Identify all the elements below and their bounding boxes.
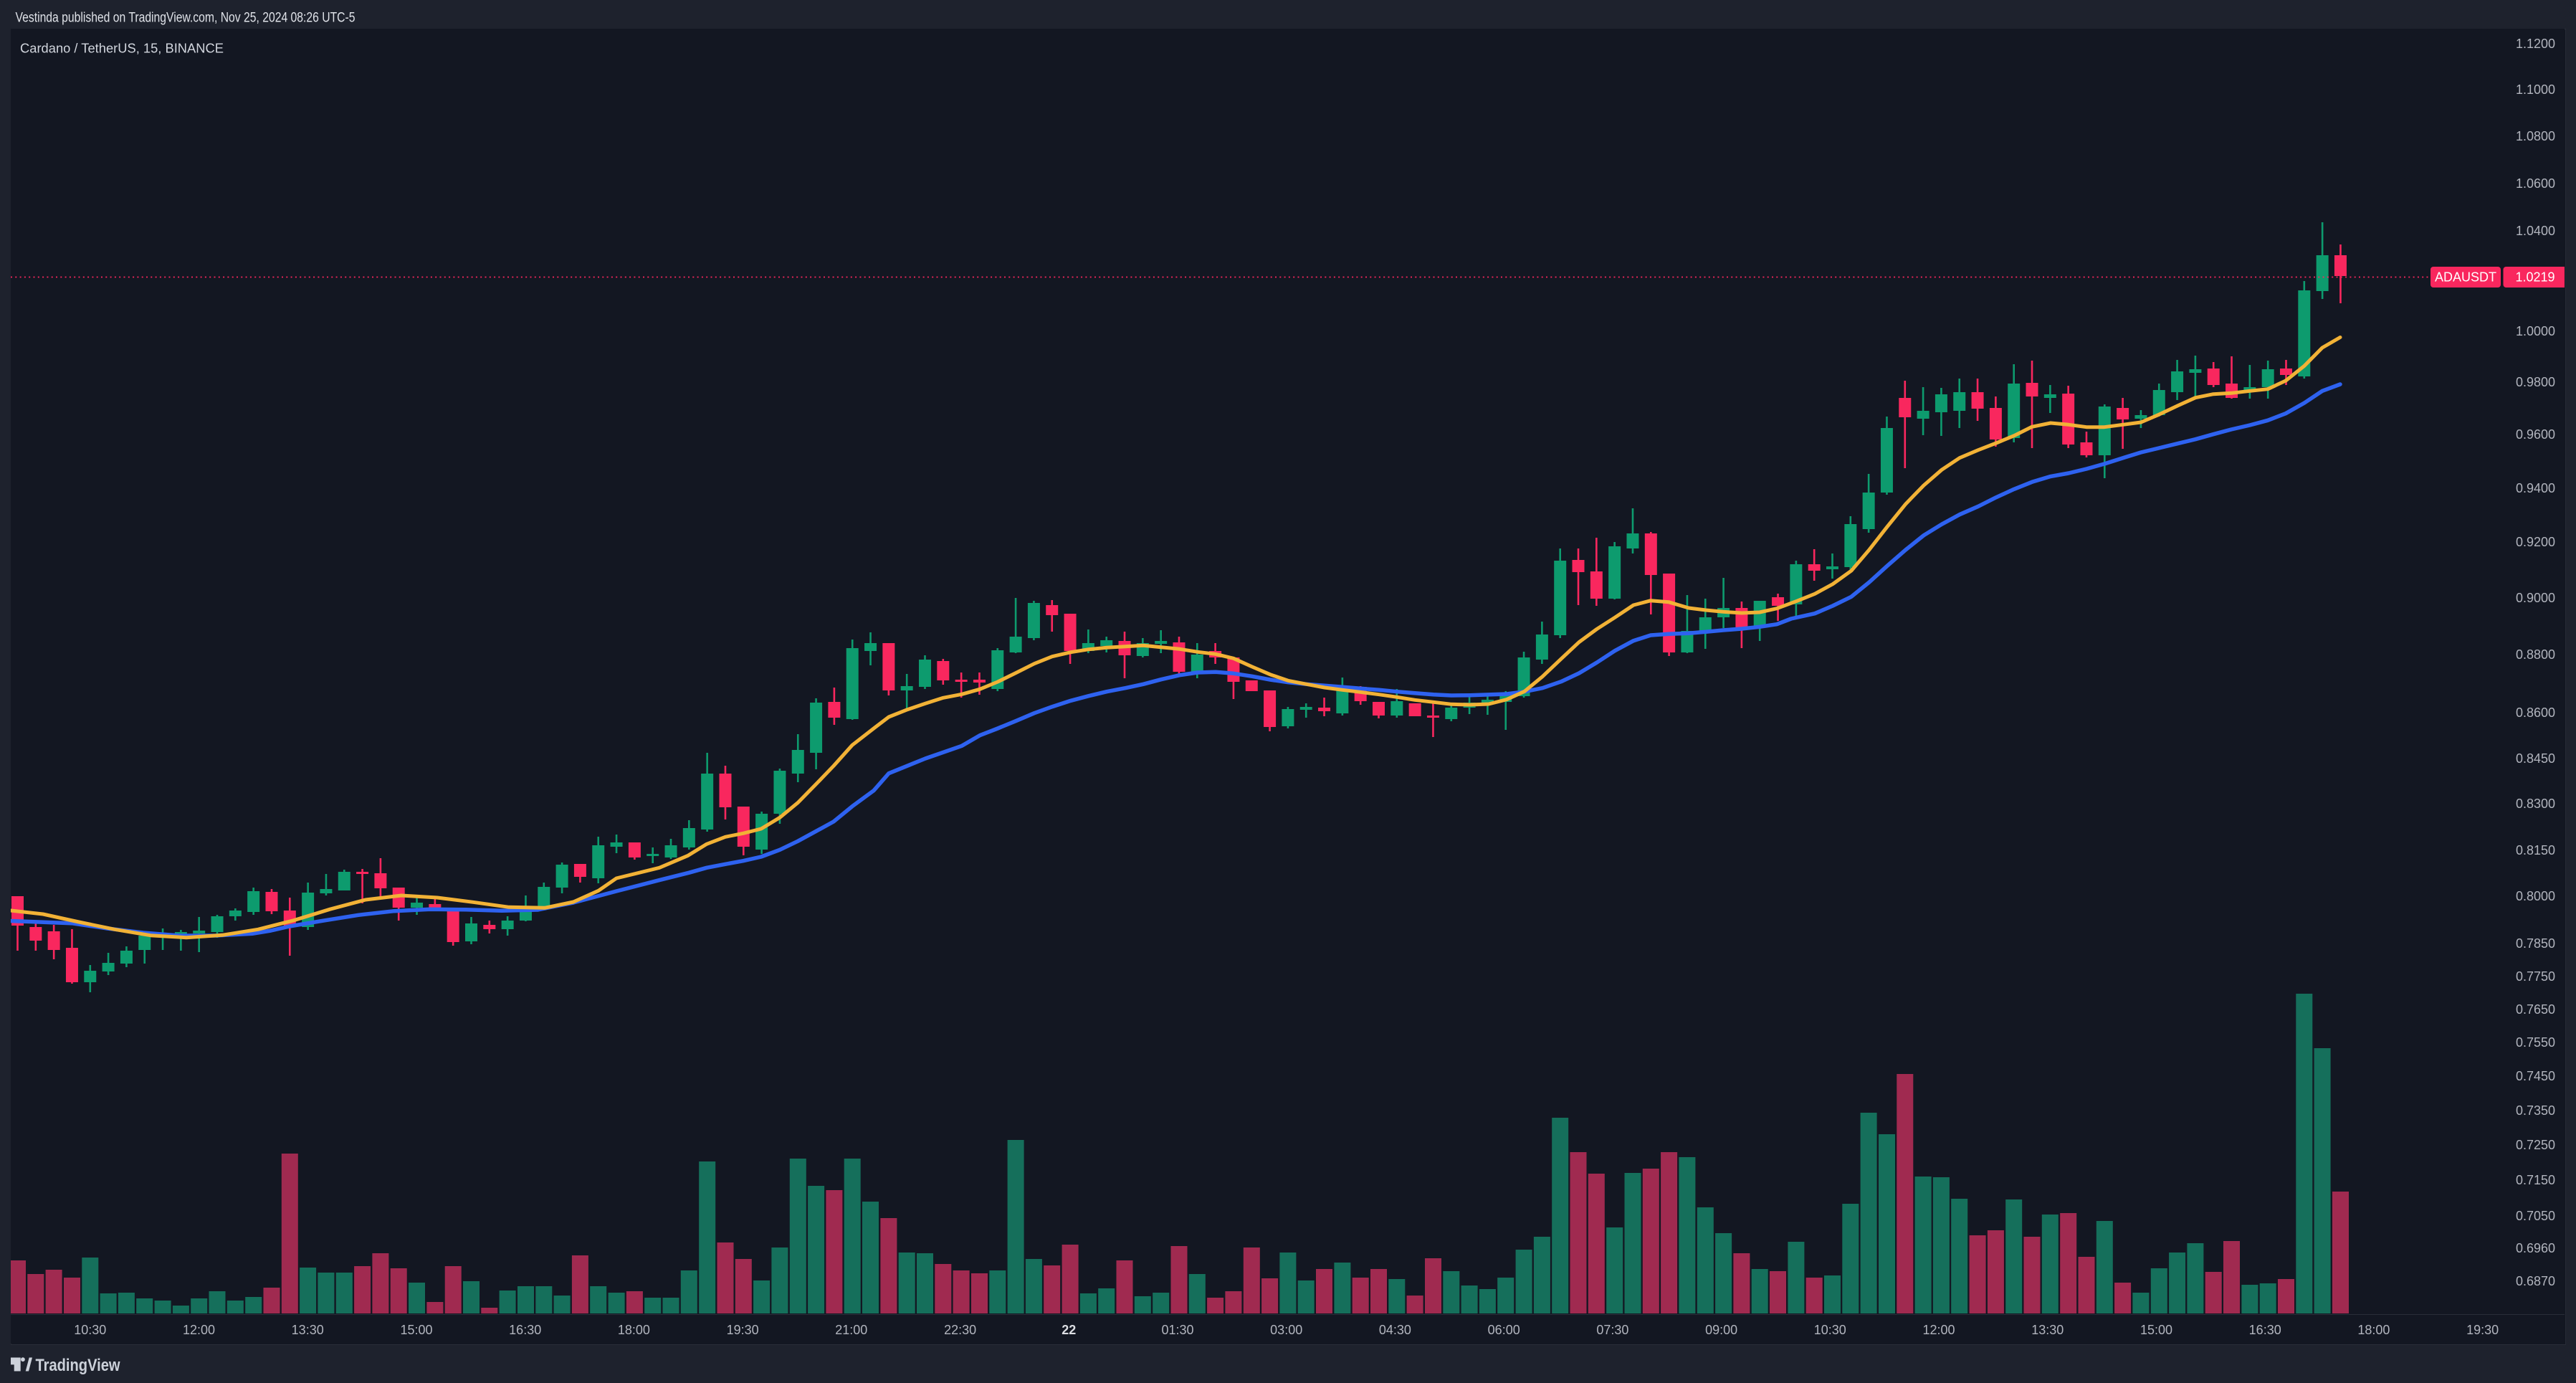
- svg-text:0.9200: 0.9200: [2516, 535, 2555, 549]
- svg-text:13:30: 13:30: [292, 1323, 324, 1337]
- svg-text:15:00: 15:00: [400, 1323, 432, 1337]
- svg-text:Cardano / TetherUS, 15, BINANC: Cardano / TetherUS, 15, BINANCE: [20, 42, 224, 56]
- svg-text:03:00: 03:00: [1270, 1323, 1302, 1337]
- svg-text:10:30: 10:30: [74, 1323, 106, 1337]
- svg-text:0.7450: 0.7450: [2516, 1069, 2555, 1083]
- svg-text:0.6960: 0.6960: [2516, 1241, 2555, 1255]
- svg-text:0.7850: 0.7850: [2516, 936, 2555, 951]
- svg-text:0.7750: 0.7750: [2516, 969, 2555, 984]
- svg-text:16:30: 16:30: [509, 1323, 541, 1337]
- svg-text:10:30: 10:30: [1814, 1323, 1846, 1337]
- svg-text:22:30: 22:30: [944, 1323, 976, 1337]
- svg-text:1.0600: 1.0600: [2516, 176, 2555, 191]
- svg-text:07:30: 07:30: [1596, 1323, 1628, 1337]
- svg-text:Vestinda published on TradingV: Vestinda published on TradingView.com, N…: [16, 11, 356, 26]
- svg-text:0.7150: 0.7150: [2516, 1173, 2555, 1187]
- svg-text:04:30: 04:30: [1379, 1323, 1411, 1337]
- svg-text:0.7650: 0.7650: [2516, 1002, 2555, 1017]
- svg-text:21:00: 21:00: [835, 1323, 867, 1337]
- svg-text:0.9800: 0.9800: [2516, 375, 2555, 389]
- svg-text:0.8150: 0.8150: [2516, 843, 2555, 857]
- svg-text:09:00: 09:00: [1705, 1323, 1737, 1337]
- svg-text:1.1200: 1.1200: [2516, 37, 2555, 51]
- svg-text:0.8800: 0.8800: [2516, 647, 2555, 662]
- svg-text:0.7250: 0.7250: [2516, 1138, 2555, 1152]
- svg-text:0.9400: 0.9400: [2516, 481, 2555, 495]
- svg-text:16:30: 16:30: [2249, 1323, 2281, 1337]
- svg-text:19:30: 19:30: [727, 1323, 759, 1337]
- svg-text:01:30: 01:30: [1161, 1323, 1193, 1337]
- svg-text:06:00: 06:00: [1488, 1323, 1520, 1337]
- svg-text:1.0800: 1.0800: [2516, 129, 2555, 143]
- svg-text:1.1000: 1.1000: [2516, 82, 2555, 97]
- svg-text:12:00: 12:00: [183, 1323, 215, 1337]
- svg-text:19:30: 19:30: [2466, 1323, 2499, 1337]
- svg-text:0.8000: 0.8000: [2516, 889, 2555, 903]
- svg-text:0.8300: 0.8300: [2516, 797, 2555, 811]
- svg-text:ADAUSDT: ADAUSDT: [2435, 270, 2496, 285]
- svg-text:1.0000: 1.0000: [2516, 324, 2555, 338]
- svg-text:15:00: 15:00: [2140, 1323, 2172, 1337]
- svg-text:12:00: 12:00: [1922, 1323, 1955, 1337]
- svg-text:22: 22: [1062, 1323, 1076, 1337]
- svg-text:0.9600: 0.9600: [2516, 427, 2555, 442]
- svg-text:0.7350: 0.7350: [2516, 1103, 2555, 1118]
- svg-text:0.7050: 0.7050: [2516, 1209, 2555, 1223]
- svg-text:0.6870: 0.6870: [2516, 1274, 2555, 1288]
- svg-text:1.0400: 1.0400: [2516, 224, 2555, 238]
- svg-text:1.0219: 1.0219: [2515, 270, 2554, 285]
- svg-text:0.9000: 0.9000: [2516, 591, 2555, 605]
- svg-text:0.7550: 0.7550: [2516, 1035, 2555, 1050]
- svg-text:18:00: 18:00: [618, 1323, 650, 1337]
- svg-text:0.8600: 0.8600: [2516, 705, 2555, 720]
- svg-text:13:30: 13:30: [2031, 1323, 2064, 1337]
- svg-text:18:00: 18:00: [2357, 1323, 2390, 1337]
- svg-text:0.8450: 0.8450: [2516, 751, 2555, 766]
- svg-text:TradingView: TradingView: [36, 1356, 120, 1375]
